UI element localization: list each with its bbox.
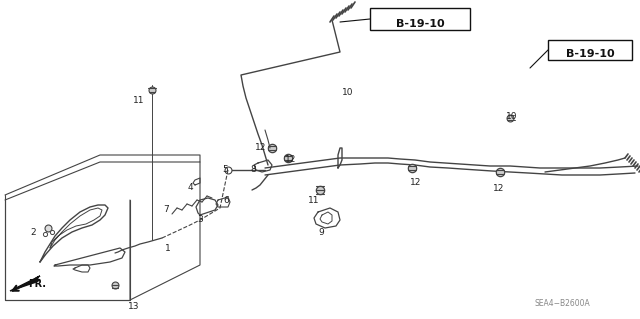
- Text: 2: 2: [30, 228, 36, 237]
- Text: 12: 12: [255, 143, 266, 152]
- Text: 12: 12: [285, 155, 296, 164]
- Text: 5: 5: [222, 165, 228, 174]
- Bar: [548, 40, 632, 60]
- Text: 1: 1: [165, 244, 171, 253]
- Text: SEA4−B2600A: SEA4−B2600A: [534, 299, 590, 308]
- Text: 9: 9: [318, 228, 324, 237]
- Text: B-19-10: B-19-10: [396, 19, 444, 29]
- Text: 11: 11: [132, 96, 144, 105]
- Text: 13: 13: [128, 302, 140, 311]
- Text: 11: 11: [308, 196, 319, 205]
- Text: 6: 6: [223, 196, 228, 205]
- Polygon shape: [10, 276, 40, 291]
- Text: 12: 12: [493, 184, 504, 193]
- Text: 4: 4: [188, 183, 194, 192]
- Bar: [370, 8, 470, 30]
- Text: 12: 12: [410, 178, 421, 187]
- Text: 10: 10: [506, 112, 518, 121]
- Text: 7: 7: [163, 205, 169, 214]
- Text: FR.: FR.: [28, 279, 46, 289]
- Text: B-19-10: B-19-10: [566, 49, 614, 59]
- Text: 3: 3: [197, 215, 203, 224]
- Text: 10: 10: [342, 88, 353, 97]
- Text: 8: 8: [250, 165, 256, 174]
